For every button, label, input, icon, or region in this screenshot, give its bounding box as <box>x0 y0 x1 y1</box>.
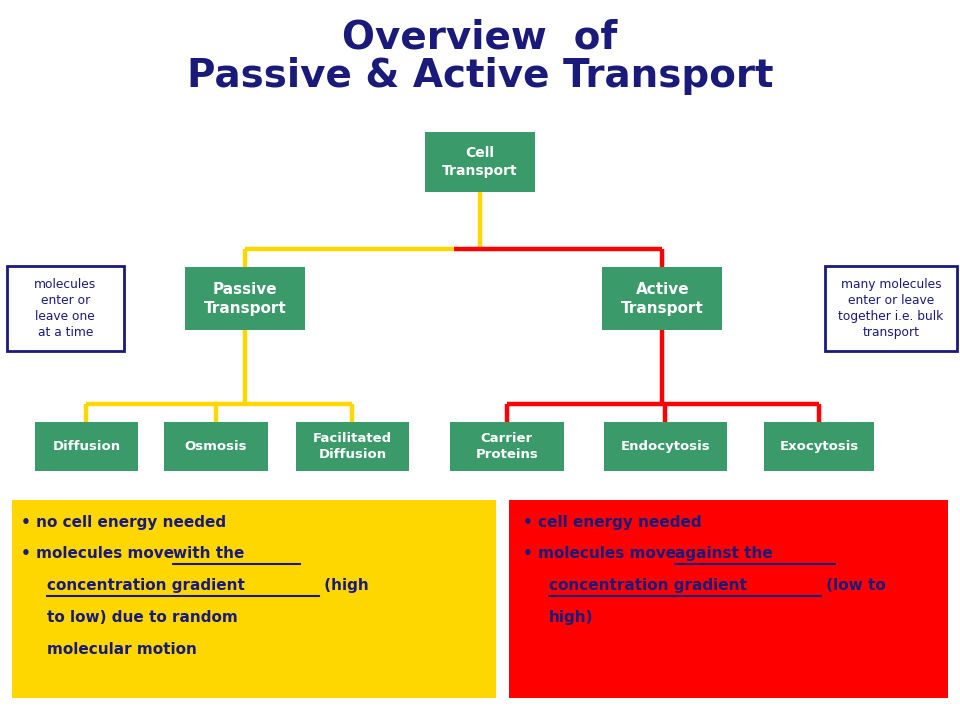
Text: • molecules move: • molecules move <box>21 546 180 562</box>
FancyBboxPatch shape <box>603 267 722 330</box>
FancyBboxPatch shape <box>825 266 957 351</box>
Text: • cell energy needed: • cell energy needed <box>523 515 702 530</box>
Text: Passive & Active Transport: Passive & Active Transport <box>187 57 773 94</box>
FancyBboxPatch shape <box>164 422 268 471</box>
Text: with the: with the <box>173 546 244 562</box>
Text: Overview  of: Overview of <box>343 19 617 56</box>
Text: (low to: (low to <box>821 578 885 593</box>
Text: concentration gradient: concentration gradient <box>549 578 747 593</box>
FancyBboxPatch shape <box>424 132 536 192</box>
FancyBboxPatch shape <box>296 422 409 471</box>
Text: • molecules move: • molecules move <box>523 546 682 562</box>
Text: high): high) <box>549 610 593 625</box>
FancyBboxPatch shape <box>604 422 727 471</box>
Text: Passive
Transport: Passive Transport <box>204 282 286 315</box>
Text: concentration gradient: concentration gradient <box>47 578 245 593</box>
Text: Diffusion: Diffusion <box>53 440 120 453</box>
Text: Carrier
Proteins: Carrier Proteins <box>475 432 539 461</box>
FancyBboxPatch shape <box>12 500 496 698</box>
FancyBboxPatch shape <box>184 267 305 330</box>
Text: (high: (high <box>319 578 369 593</box>
FancyBboxPatch shape <box>35 422 138 471</box>
Text: Cell
Transport: Cell Transport <box>443 146 517 178</box>
FancyBboxPatch shape <box>450 422 564 471</box>
Text: many molecules
enter or leave
together i.e. bulk
transport: many molecules enter or leave together i… <box>838 278 944 338</box>
FancyBboxPatch shape <box>764 422 874 471</box>
Text: Osmosis: Osmosis <box>184 440 248 453</box>
FancyBboxPatch shape <box>509 500 948 698</box>
Text: Endocytosis: Endocytosis <box>620 440 710 453</box>
Text: to low) due to random: to low) due to random <box>47 610 238 625</box>
Text: Active
Transport: Active Transport <box>621 282 704 315</box>
Text: • no cell energy needed: • no cell energy needed <box>21 515 227 530</box>
Text: Facilitated
Diffusion: Facilitated Diffusion <box>313 432 392 461</box>
FancyBboxPatch shape <box>7 266 124 351</box>
Text: molecular motion: molecular motion <box>47 642 197 657</box>
Text: Exocytosis: Exocytosis <box>780 440 858 453</box>
Text: molecules
enter or
leave one
at a time: molecules enter or leave one at a time <box>35 278 96 338</box>
Text: against the: against the <box>675 546 773 562</box>
